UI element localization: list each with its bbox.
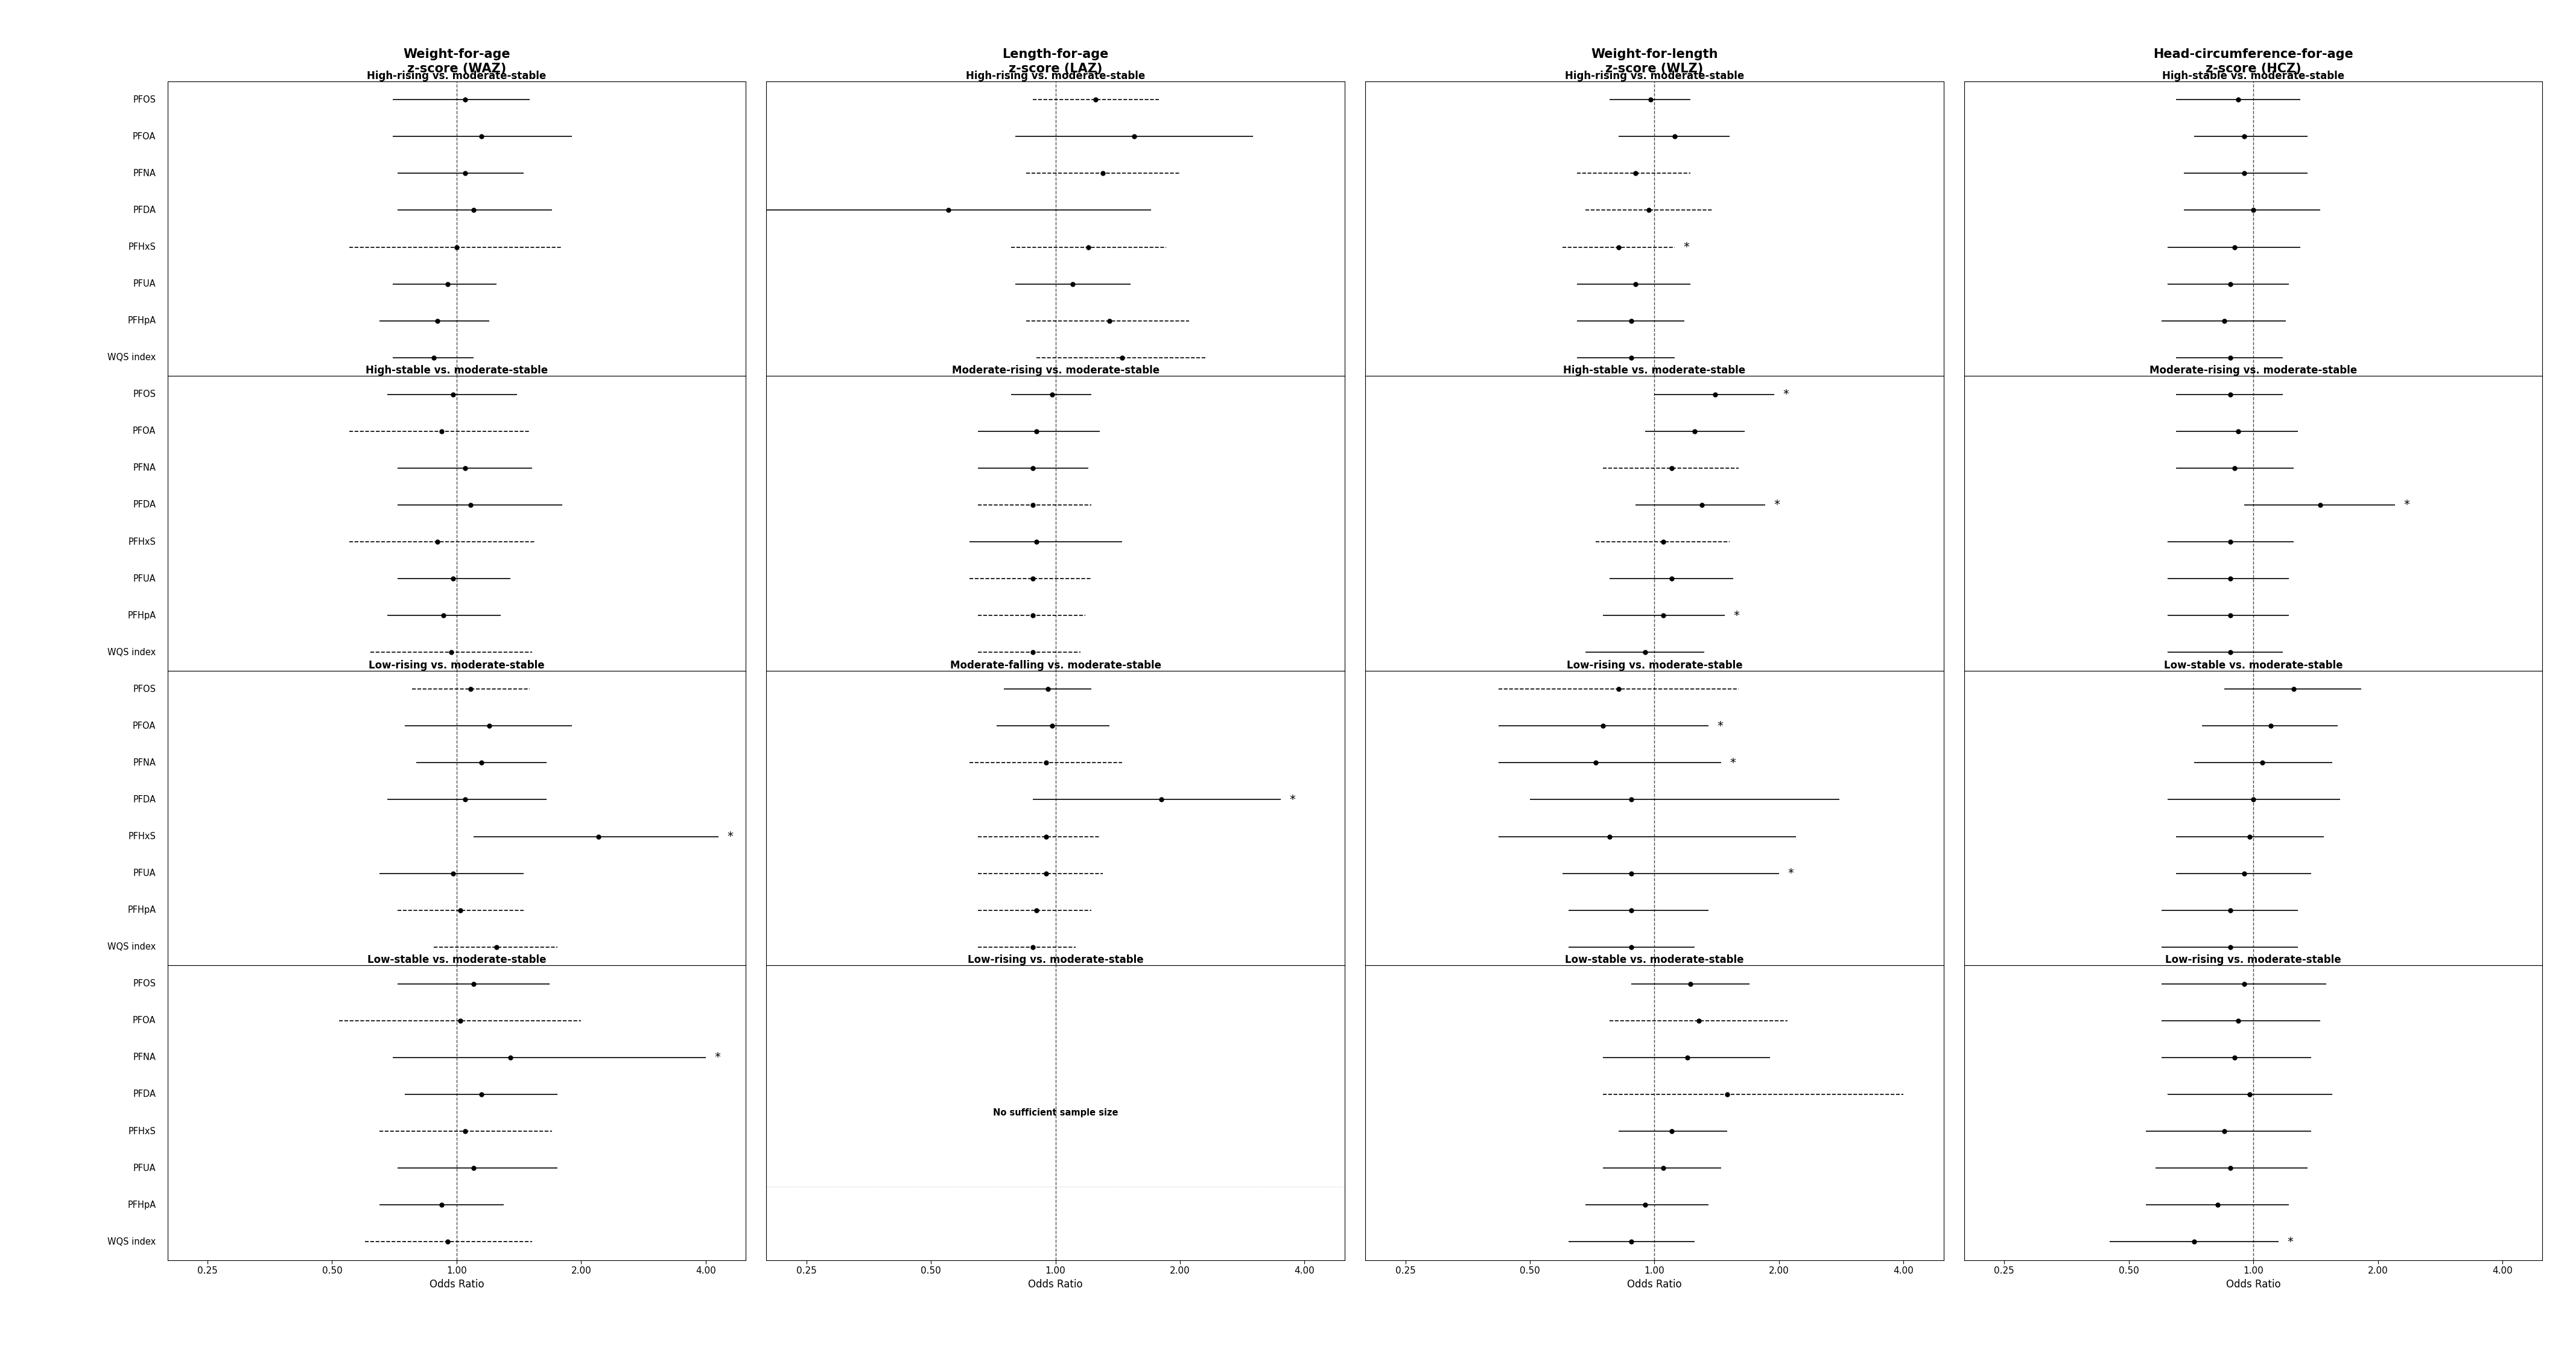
Title: High-rising vs. moderate-stable: High-rising vs. moderate-stable [366,70,546,81]
Text: PFHxS: PFHxS [129,832,157,841]
Text: PFHpA: PFHpA [126,611,157,621]
Text: *: * [1291,794,1296,805]
Text: *: * [1731,757,1736,768]
Title: Low-stable vs. moderate-stable: Low-stable vs. moderate-stable [2164,660,2342,671]
Text: *: * [1685,241,1690,253]
Text: PFUA: PFUA [134,279,157,289]
Text: Head-circumference-for-age
z-score (HCZ): Head-circumference-for-age z-score (HCZ) [2154,49,2354,75]
Title: Moderate-falling vs. moderate-stable: Moderate-falling vs. moderate-stable [951,660,1162,671]
Text: PFOA: PFOA [134,427,157,436]
Title: Moderate-rising vs. moderate-stable: Moderate-rising vs. moderate-stable [951,364,1159,375]
Text: Length-for-age
z-score (LAZ): Length-for-age z-score (LAZ) [1002,49,1108,75]
Title: Low-stable vs. moderate-stable: Low-stable vs. moderate-stable [1566,954,1744,965]
Text: PFUA: PFUA [134,1164,157,1172]
Text: *: * [714,1051,721,1064]
Text: PFOS: PFOS [134,980,157,988]
Text: PFOS: PFOS [134,390,157,398]
Text: Weight-for-length
z-score (WLZ): Weight-for-length z-score (WLZ) [1592,49,1718,75]
Text: PFDA: PFDA [134,500,157,509]
Text: PFNA: PFNA [134,1053,157,1062]
Title: Low-rising vs. moderate-stable: Low-rising vs. moderate-stable [2166,954,2342,965]
Text: *: * [1775,499,1780,511]
Text: PFUA: PFUA [134,575,157,583]
Text: PFOA: PFOA [134,1016,157,1026]
Text: PFHpA: PFHpA [126,1201,157,1210]
Title: High-rising vs. moderate-stable: High-rising vs. moderate-stable [966,70,1146,81]
X-axis label: Odds Ratio: Odds Ratio [1628,1279,1682,1290]
X-axis label: Odds Ratio: Odds Ratio [1028,1279,1082,1290]
Text: Weight-for-age
z-score (WAZ): Weight-for-age z-score (WAZ) [402,49,510,75]
Text: PFHxS: PFHxS [129,538,157,546]
Text: PFOA: PFOA [134,721,157,730]
Text: *: * [2403,499,2409,511]
Title: Moderate-rising vs. moderate-stable: Moderate-rising vs. moderate-stable [2148,364,2357,375]
Text: PFDA: PFDA [134,1089,157,1099]
Text: PFHxS: PFHxS [129,1127,157,1135]
Text: PFNA: PFNA [134,463,157,473]
Text: *: * [2287,1236,2293,1248]
Text: PFOS: PFOS [134,95,157,104]
Text: *: * [1718,721,1723,732]
Text: PFNA: PFNA [134,759,157,767]
Title: High-stable vs. moderate-stable: High-stable vs. moderate-stable [366,364,549,375]
Text: *: * [1734,610,1739,621]
Text: WQS index: WQS index [108,1237,157,1247]
Text: WQS index: WQS index [108,943,157,951]
Text: WQS index: WQS index [108,354,157,362]
Title: Low-stable vs. moderate-stable: Low-stable vs. moderate-stable [368,954,546,965]
Text: PFOA: PFOA [134,131,157,141]
Title: High-stable vs. moderate-stable: High-stable vs. moderate-stable [2161,70,2344,81]
Text: *: * [1788,867,1793,879]
Title: High-stable vs. moderate-stable: High-stable vs. moderate-stable [1564,364,1747,375]
Text: PFOS: PFOS [134,684,157,694]
Text: PFHpA: PFHpA [126,316,157,325]
Title: Low-rising vs. moderate-stable: Low-rising vs. moderate-stable [969,954,1144,965]
Text: PFUA: PFUA [134,869,157,878]
X-axis label: Odds Ratio: Odds Ratio [2226,1279,2280,1290]
Text: PFDA: PFDA [134,206,157,214]
Text: WQS index: WQS index [108,648,157,657]
Text: No sufficient sample size: No sufficient sample size [992,1108,1118,1118]
Text: *: * [1783,389,1790,400]
Text: PFHpA: PFHpA [126,905,157,915]
Text: PFDA: PFDA [134,795,157,804]
Text: PFNA: PFNA [134,169,157,178]
Title: Low-rising vs. moderate-stable: Low-rising vs. moderate-stable [368,660,544,671]
X-axis label: Odds Ratio: Odds Ratio [430,1279,484,1290]
Text: *: * [726,831,734,843]
Title: High-rising vs. moderate-stable: High-rising vs. moderate-stable [1564,70,1744,81]
Text: PFHxS: PFHxS [129,243,157,252]
Title: Low-rising vs. moderate-stable: Low-rising vs. moderate-stable [1566,660,1741,671]
